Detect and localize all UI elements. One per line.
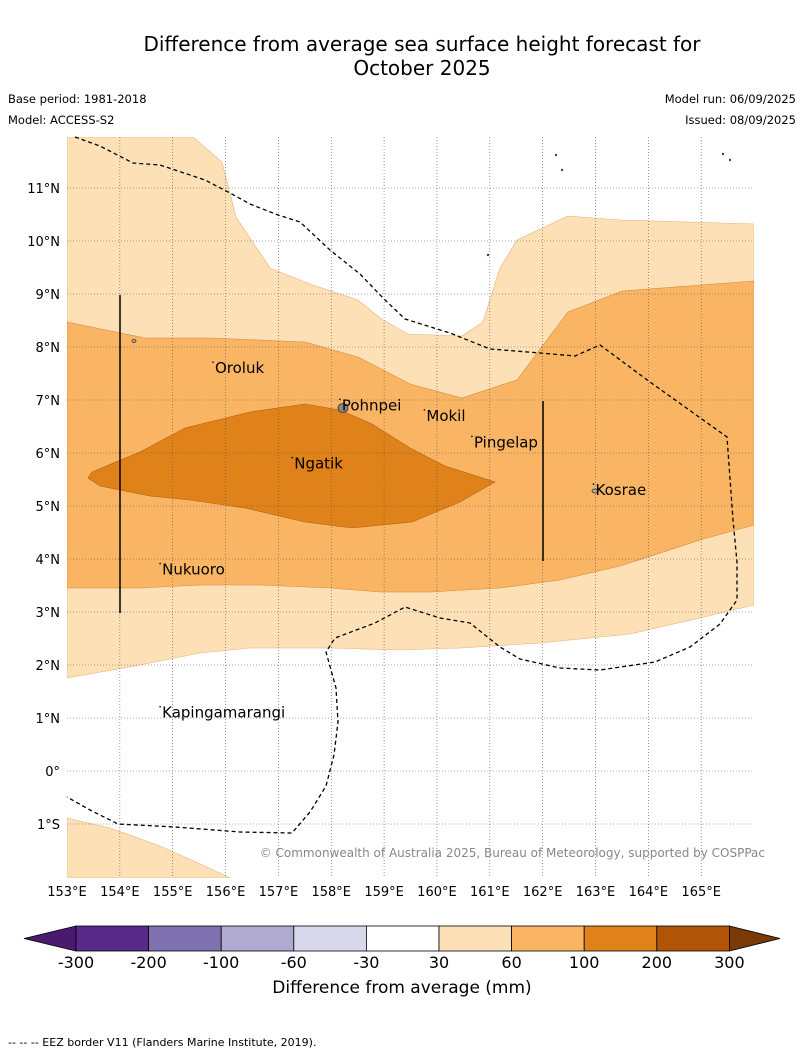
lon-tick-label: 160°E — [417, 885, 457, 900]
colorbar-tick-label: -300 — [58, 953, 94, 972]
colorbar-tick-label: 30 — [429, 953, 449, 972]
title-line-2: October 2025 — [353, 56, 491, 80]
colorbar-segment — [583, 925, 658, 952]
place-marker — [212, 361, 214, 364]
map-title: Difference from average sea surface heig… — [0, 32, 804, 80]
kosrae-island — [591, 488, 599, 494]
lon-tick-label: 156°E — [206, 885, 246, 900]
islands — [131, 152, 732, 494]
island-dot — [728, 158, 732, 162]
colorbar-tick-label: -100 — [203, 953, 239, 972]
island-dot — [721, 152, 725, 156]
colorbar-extend-high — [729, 925, 781, 952]
colorbar-tick-label: 60 — [501, 953, 521, 972]
colorbar-title: Difference from average (mm) — [272, 978, 532, 998]
place-marker — [159, 705, 161, 708]
lon-tick-label: 163°E — [576, 885, 616, 900]
colorbar-segment — [438, 925, 512, 952]
lon-tick-label: 155°E — [153, 885, 193, 900]
pohnpei-island — [337, 403, 349, 413]
place-label: Pingelap — [474, 433, 538, 451]
place-label: Kapingamarangi — [162, 704, 285, 722]
colorbar-segment — [511, 925, 585, 952]
colorbar: -300 -200 -100 -60 -30 30 60 100 200 300 — [23, 925, 781, 972]
place-marker — [159, 562, 161, 565]
colorbar-tick-label: -60 — [281, 953, 307, 972]
title-line-1: Difference from average sea surface heig… — [143, 32, 701, 56]
lat-tick-label: 5°N — [36, 500, 61, 515]
lon-tick-label: 164°E — [629, 885, 669, 900]
colorbar-segment — [656, 925, 730, 952]
lat-tick-label: 1°N — [36, 712, 61, 727]
place-marker — [291, 456, 294, 459]
colorbar-segment — [220, 925, 295, 952]
model-name: Model: ACCESS-S2 — [8, 113, 115, 127]
lon-tick-label: 159°E — [364, 885, 404, 900]
axis-labels: 153°E 154°E 155°E 156°E 157°E 158°E 159°E 160°E… — [27, 182, 721, 900]
place-label: Oroluk — [215, 359, 264, 377]
lat-tick-label: 3°N — [36, 606, 61, 621]
contour-100-200 — [87, 403, 496, 529]
lon-tick-label: 158°E — [311, 885, 351, 900]
place-labels: Oroluk Pohnpei Mokil Pingelap Ngatik Kosrae Nu… — [159, 359, 646, 722]
place-marker — [592, 483, 595, 485]
place-label: Nukuoro — [162, 561, 225, 579]
base-period: Base period: 1981-2018 — [8, 92, 147, 106]
anomaly-contours — [67, 137, 754, 878]
lat-tick-label: 9°N — [36, 288, 61, 303]
place-label: Mokil — [426, 407, 465, 425]
place-marker — [423, 409, 426, 411]
island-dot — [554, 153, 558, 157]
eez-border — [66, 136, 738, 834]
colorbar-tick-label: 300 — [714, 953, 745, 972]
lon-tick-label: 154°E — [100, 885, 140, 900]
lat-tick-label: 10°N — [27, 235, 60, 250]
lon-tick-label: 161°E — [470, 885, 510, 900]
contour-30-60-south — [67, 817, 231, 878]
island-dot — [560, 168, 564, 172]
issued-date: Issued: 08/09/2025 — [685, 113, 796, 127]
place-marker — [471, 435, 473, 438]
colorbar-tick-label: -30 — [353, 953, 379, 972]
lat-tick-label: 4°N — [36, 553, 61, 568]
colorbar-segment — [148, 925, 222, 952]
lon-tick-label: 165°E — [681, 885, 721, 900]
colorbar-tick-label: 200 — [642, 953, 673, 972]
colorbar-extend-low — [23, 925, 77, 952]
colorbar-segment — [75, 925, 149, 952]
place-label: Ngatik — [294, 455, 343, 473]
place-marker — [339, 398, 341, 401]
colorbar-tick-label: 100 — [569, 953, 600, 972]
lat-tick-label: 7°N — [36, 394, 61, 409]
colorbar-segment — [293, 925, 367, 952]
copyright-notice: © Commonwealth of Australia 2025, Bureau… — [260, 846, 765, 860]
lat-tick-label: 0° — [45, 765, 60, 780]
place-label: Pohnpei — [342, 396, 402, 414]
colorbar-tick-label: -200 — [130, 953, 166, 972]
ngatik-island — [131, 339, 137, 343]
place-label: Kosrae — [596, 481, 647, 499]
lon-tick-label: 153°E — [47, 885, 87, 900]
contour-60-100 — [67, 280, 754, 593]
lat-tick-label: 1°S — [37, 818, 60, 833]
lon-tick-label: 157°E — [259, 885, 299, 900]
colorbar-segment — [365, 925, 440, 952]
graticule — [67, 137, 754, 878]
island-dot — [486, 253, 490, 257]
model-run: Model run: 06/09/2025 — [664, 92, 796, 106]
lat-tick-label: 2°N — [36, 659, 61, 674]
lon-tick-label: 162°E — [523, 885, 563, 900]
lat-tick-label: 6°N — [36, 447, 61, 462]
lat-tick-label: 8°N — [36, 341, 61, 356]
eez-legend-note: -- -- -- EEZ border V11 (Flanders Marine… — [8, 1036, 317, 1049]
lat-tick-label: 11°N — [27, 182, 60, 197]
